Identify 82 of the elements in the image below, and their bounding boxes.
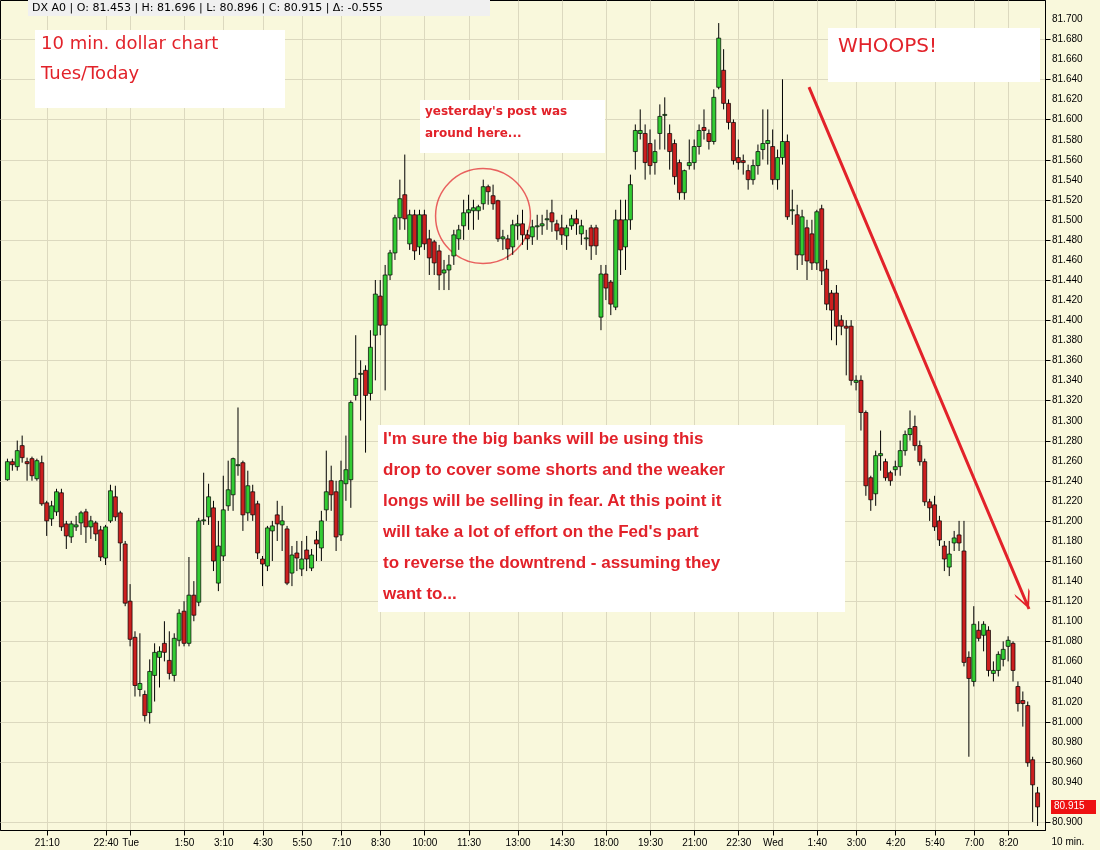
candlestick <box>740 154 746 176</box>
candlestick <box>1035 786 1040 827</box>
y-tick-label: 81.480 <box>1052 233 1084 245</box>
x-tick-label: 10:00 <box>412 836 438 848</box>
x-tick-label: 13:00 <box>505 836 532 848</box>
x-tick-label: 14:30 <box>549 836 576 848</box>
x-tick-label: Wed <box>762 836 784 848</box>
candlestick <box>583 229 589 251</box>
candlestick <box>579 219 584 246</box>
y-tick-label: 81.260 <box>1052 454 1084 466</box>
y-tick-label: 81.620 <box>1052 93 1084 105</box>
y-tick-label: 81.500 <box>1052 213 1084 225</box>
y-tick-label: 81.020 <box>1052 695 1084 707</box>
y-tick-label: 81.640 <box>1052 73 1084 85</box>
y-tick-label: 80.900 <box>1052 815 1084 827</box>
y-tick-label: 81.240 <box>1052 474 1084 486</box>
y-tick-label: 80.940 <box>1052 775 1084 787</box>
y-tick-label: 81.060 <box>1052 655 1084 667</box>
y-tick-label: 81.520 <box>1052 193 1084 205</box>
candlestick <box>593 224 599 256</box>
x-tick-label: 5:50 <box>292 836 313 848</box>
y-tick-label: 81.420 <box>1052 294 1084 306</box>
y-tick-label: 81.560 <box>1052 153 1084 165</box>
y-tick-label: 81.320 <box>1052 394 1084 406</box>
x-tick-label: 3:10 <box>214 836 234 848</box>
x-tick-label: 3:00 <box>846 836 867 848</box>
y-tick-label: 81.600 <box>1052 113 1084 125</box>
x-tick-label: 7:10 <box>331 836 352 848</box>
x-tick-label: 21:00 <box>682 836 708 848</box>
y-tick-label: 81.140 <box>1052 575 1084 587</box>
x-tick-label: 11:30 <box>456 836 482 848</box>
y-tick-label: 81.180 <box>1052 534 1084 546</box>
x-tick-label: 22:30 <box>726 836 752 848</box>
x-tick-label: 8:20 <box>998 836 1019 848</box>
y-tick-label: 80.980 <box>1052 735 1084 747</box>
y-tick-label: 81.100 <box>1052 615 1084 627</box>
annotation: 10 min. dollar chart Tues/Today <box>40 32 219 83</box>
y-tick-label: 81.400 <box>1052 314 1084 326</box>
y-tick-label: 81.540 <box>1052 173 1084 185</box>
x-tick-label: 21:10 <box>34 836 61 848</box>
x-tick-label: 4:30 <box>253 836 274 848</box>
x-tick-label: 19:30 <box>638 836 664 848</box>
candlestick <box>19 435 25 464</box>
y-tick-label: 81.440 <box>1052 274 1084 286</box>
x-tick-label: 7:00 <box>964 836 985 848</box>
y-tick-label: 81.380 <box>1052 334 1084 346</box>
annotation: WHOOPS! <box>838 33 938 57</box>
candlestick <box>946 540 952 577</box>
x-tick-label: 5:40 <box>925 836 946 848</box>
x-tick-label: 1:40 <box>807 836 828 848</box>
x-tick-label: 1:50 <box>174 836 195 848</box>
y-tick-label: 81.160 <box>1052 555 1084 567</box>
y-tick-label: 81.200 <box>1052 514 1084 526</box>
x-tick-label: Tue <box>122 836 140 848</box>
text: 80.915 <box>1054 800 1086 811</box>
annotation: yesterday's post was around here... <box>425 104 568 140</box>
x-tick-label: 22:40 <box>93 836 119 848</box>
y-tick-label: 81.080 <box>1052 635 1084 647</box>
x-tick-label: 4:20 <box>886 836 906 848</box>
candlestick <box>662 96 668 151</box>
y-tick-label: 81.280 <box>1052 434 1084 446</box>
y-tick-label: 81.460 <box>1052 253 1084 265</box>
y-tick-label: 81.700 <box>1052 13 1084 25</box>
y-tick-label: 81.680 <box>1052 33 1084 45</box>
y-tick-label: 81.360 <box>1052 354 1084 366</box>
x-axis-title: 10 min. <box>1051 835 1085 847</box>
y-tick-label: 81.660 <box>1052 53 1084 65</box>
annotation: I'm sure the big banks will be using this drop to cover some shorts and the weaker longs will be selling in fear. At this point it will take a lot of effort on the Fed's part to reverse the downtrend - assuming they want to... <box>382 429 726 603</box>
candlestick <box>657 103 663 151</box>
y-tick-label: 81.220 <box>1052 494 1084 506</box>
candlestick <box>539 214 545 236</box>
y-tick-label: 81.580 <box>1052 133 1084 145</box>
y-tick-label: 81.000 <box>1052 715 1084 727</box>
x-tick-label: 8:30 <box>371 836 391 848</box>
x-tick-label: 18:00 <box>593 836 620 848</box>
candlestick <box>353 334 359 401</box>
annotation: DX A0 | O: 81.453 | H: 81.696 | L: 80.896 | C: 80.915 | Δ: -0.555 <box>32 1 384 14</box>
y-tick-label: 81.340 <box>1052 374 1084 386</box>
y-tick-label: 81.300 <box>1052 414 1084 426</box>
y-tick-label: 81.040 <box>1052 675 1084 687</box>
y-tick-label: 80.960 <box>1052 755 1084 767</box>
y-tick-label: 81.120 <box>1052 595 1084 607</box>
